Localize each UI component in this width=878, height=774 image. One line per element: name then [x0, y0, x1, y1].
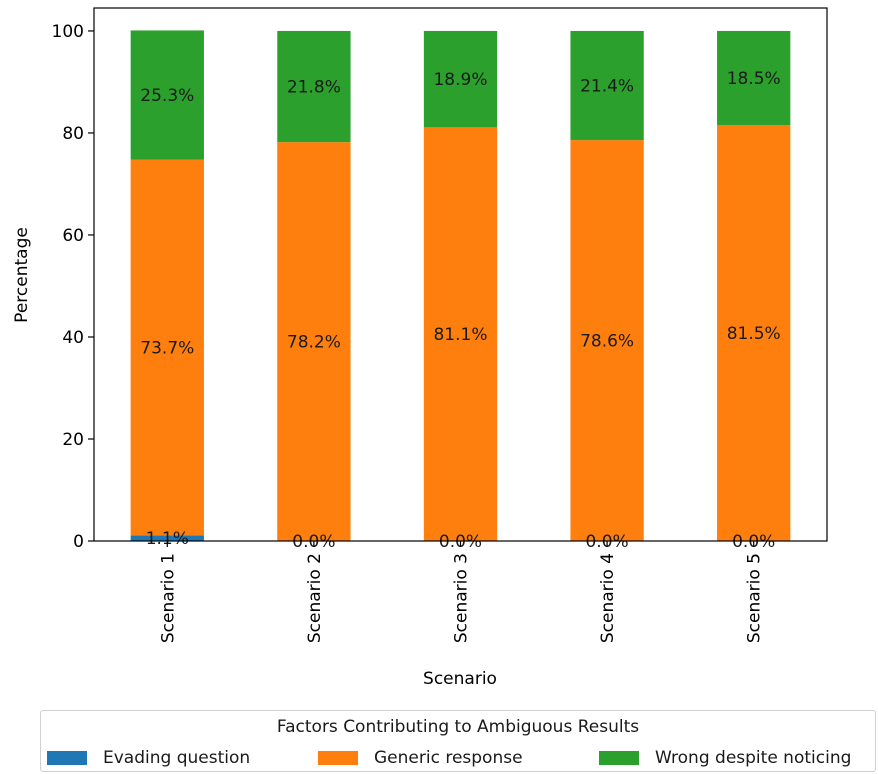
- legend-item-evading-question: Evading question: [47, 747, 250, 769]
- data-label-wrong-despite-noticing-scenario-3: 18.9%: [433, 70, 487, 90]
- legend-item-wrong-despite-noticing: Wrong despite noticing: [599, 747, 851, 769]
- bar-generic-response-scenario-4: [570, 140, 644, 541]
- data-label-wrong-despite-noticing-scenario-1: 25.3%: [140, 86, 194, 106]
- stacked-bar-chart: 1.1%73.7%25.3%0.0%78.2%21.8%0.0%81.1%18.…: [12, 7, 828, 689]
- x-tick-label-scenario-5: Scenario 5: [745, 553, 765, 643]
- bar-generic-response-scenario-1: [130, 159, 204, 536]
- data-label-generic-response-scenario-1: 73.7%: [140, 338, 194, 358]
- legend-label-generic-response: Generic response: [374, 748, 523, 768]
- y-tick-label-100: 100: [52, 22, 84, 42]
- data-label-wrong-despite-noticing-scenario-5: 18.5%: [727, 69, 781, 89]
- data-label-wrong-despite-noticing-scenario-2: 21.8%: [287, 78, 341, 98]
- bar-generic-response-scenario-5: [717, 125, 791, 541]
- legend-swatch-generic-response: [318, 751, 358, 765]
- x-tick-label-scenario-4: Scenario 4: [598, 553, 618, 643]
- bar-evading-question-scenario-1: [130, 535, 204, 541]
- legend-swatch-wrong-despite-noticing: [599, 751, 639, 765]
- data-label-generic-response-scenario-4: 78.6%: [580, 332, 634, 352]
- data-label-generic-response-scenario-2: 78.2%: [287, 333, 341, 353]
- y-axis: 0 20 40 60 80 100: [52, 22, 94, 552]
- bar-generic-response-scenario-3: [423, 127, 498, 541]
- bar-wrong-despite-noticing-scenario-1: [130, 30, 204, 160]
- bar-generic-response-scenario-2: [277, 142, 351, 541]
- legend-swatch-evading-question: [47, 751, 87, 765]
- legend-label-evading-question: Evading question: [103, 748, 251, 768]
- x-tick-label-scenario-2: Scenario 2: [305, 553, 325, 643]
- x-tick-label-scenario-1: Scenario 1: [158, 553, 178, 643]
- bars-layer: [130, 30, 791, 541]
- bar-wrong-despite-noticing-scenario-4: [570, 30, 644, 141]
- x-axis: Scenario 1 Scenario 2 Scenario 3 Scenario 4…: [158, 541, 765, 643]
- data-label-evading-question-scenario-1: 1.1%: [146, 529, 189, 549]
- legend-label-wrong-despite-noticing: Wrong despite noticing: [655, 748, 852, 768]
- data-label-wrong-despite-noticing-scenario-4: 21.4%: [580, 77, 634, 97]
- data-label-generic-response-scenario-3: 81.1%: [433, 325, 487, 345]
- bar-wrong-despite-noticing-scenario-3: [423, 30, 498, 128]
- legend-title: Factors Contributing to Ambiguous Result…: [276, 717, 640, 737]
- bar-wrong-despite-noticing-scenario-2: [277, 30, 351, 143]
- y-tick-label-0: 0: [73, 532, 84, 552]
- y-tick-label-60: 60: [62, 226, 84, 246]
- y-tick-label-20: 20: [62, 430, 84, 450]
- legend: Factors Contributing to Ambiguous Result…: [40, 710, 876, 772]
- data-label-generic-response-scenario-5: 81.5%: [727, 324, 781, 344]
- x-axis-label: Scenario: [423, 669, 497, 689]
- legend-item-generic-response: Generic response: [318, 747, 523, 769]
- bar-wrong-despite-noticing-scenario-5: [717, 30, 791, 126]
- y-tick-label-80: 80: [62, 124, 84, 144]
- y-axis-label: Percentage: [12, 227, 32, 323]
- x-tick-label-scenario-3: Scenario 3: [452, 553, 472, 643]
- y-tick-label-40: 40: [62, 328, 84, 348]
